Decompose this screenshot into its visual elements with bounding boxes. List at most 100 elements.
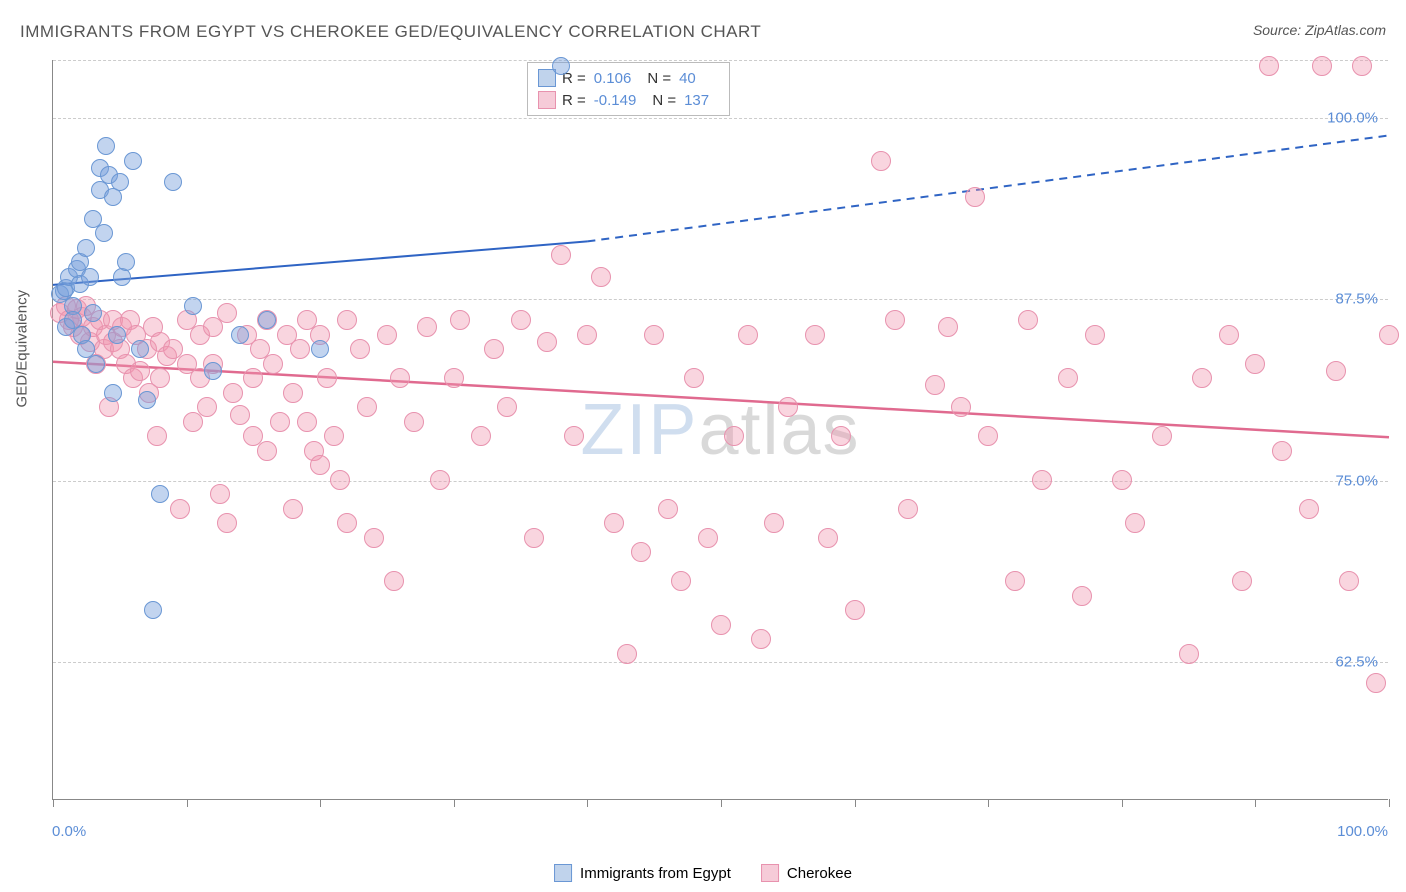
cherokee-point xyxy=(404,412,424,432)
cherokee-point xyxy=(684,368,704,388)
cherokee-point xyxy=(1272,441,1292,461)
cherokee-point xyxy=(337,513,357,533)
source-label: Source: xyxy=(1253,22,1301,38)
cherokee-point xyxy=(551,245,571,265)
cherokee-point xyxy=(1366,673,1386,693)
cherokee-point xyxy=(350,339,370,359)
y-tick-label: 75.0% xyxy=(1335,472,1378,489)
cherokee-point xyxy=(1085,325,1105,345)
y-tick-label: 87.5% xyxy=(1335,291,1378,308)
cherokee-point xyxy=(591,267,611,287)
cherokee-point xyxy=(263,354,283,374)
cherokee-point xyxy=(1259,56,1279,76)
x-tick xyxy=(988,799,989,807)
egypt-point xyxy=(164,173,182,191)
source-value: ZipAtlas.com xyxy=(1305,22,1386,38)
cherokee-point xyxy=(444,368,464,388)
egypt-point xyxy=(151,485,169,503)
egypt-point xyxy=(138,391,156,409)
cherokee-point xyxy=(805,325,825,345)
cherokee-point xyxy=(484,339,504,359)
egypt-point xyxy=(131,340,149,358)
cherokee-point xyxy=(197,397,217,417)
cherokee-point xyxy=(377,325,397,345)
series-legend: Immigrants from EgyptCherokee xyxy=(554,864,852,882)
egypt-point xyxy=(117,253,135,271)
cherokee-point xyxy=(537,332,557,352)
cherokee-point xyxy=(210,484,230,504)
cherokee-point xyxy=(965,187,985,207)
x-tick xyxy=(53,799,54,807)
cherokee-point xyxy=(270,412,290,432)
cherokee-point xyxy=(1326,361,1346,381)
cherokee-point xyxy=(564,426,584,446)
cherokee-point xyxy=(450,310,470,330)
egypt-point xyxy=(108,326,126,344)
gridline xyxy=(53,118,1388,119)
cherokee-point xyxy=(524,528,544,548)
egypt-point xyxy=(258,311,276,329)
x-tick xyxy=(855,799,856,807)
cherokee-point xyxy=(925,375,945,395)
cherokee-point xyxy=(471,426,491,446)
x-axis-max-label: 100.0% xyxy=(1337,823,1388,840)
cherokee-point xyxy=(324,426,344,446)
legend-item-cherokee: Cherokee xyxy=(761,864,852,882)
cherokee-point xyxy=(297,412,317,432)
cherokee-point xyxy=(764,513,784,533)
cherokee-point xyxy=(1352,56,1372,76)
y-axis-label: GED/Equivalency xyxy=(14,290,31,408)
cherokee-point xyxy=(1152,426,1172,446)
egypt-point xyxy=(184,297,202,315)
cherokee-point xyxy=(1299,499,1319,519)
x-tick xyxy=(721,799,722,807)
cherokee-point xyxy=(1219,325,1239,345)
egypt-point xyxy=(124,152,142,170)
cherokee-point xyxy=(130,361,150,381)
cherokee-point xyxy=(751,629,771,649)
cherokee-point xyxy=(738,325,758,345)
cherokee-point xyxy=(831,426,851,446)
egypt-point xyxy=(231,326,249,344)
egypt-point xyxy=(81,268,99,286)
cherokee-point xyxy=(390,368,410,388)
cherokee-point xyxy=(604,513,624,533)
egypt-point xyxy=(97,137,115,155)
x-tick xyxy=(587,799,588,807)
cherokee-point xyxy=(170,499,190,519)
cherokee-point xyxy=(1379,325,1399,345)
cherokee-point xyxy=(724,426,744,446)
egypt-point xyxy=(552,57,570,75)
cherokee-point xyxy=(951,397,971,417)
egypt-swatch xyxy=(554,864,572,882)
cherokee-point xyxy=(1245,354,1265,374)
cherokee-point xyxy=(938,317,958,337)
egypt-point xyxy=(311,340,329,358)
gridline xyxy=(53,60,1388,61)
cherokee-point xyxy=(364,528,384,548)
y-tick-label: 62.5% xyxy=(1335,654,1378,671)
egypt-point xyxy=(111,173,129,191)
cherokee-point xyxy=(577,325,597,345)
cherokee-point xyxy=(871,151,891,171)
cherokee-point xyxy=(778,397,798,417)
cherokee-point xyxy=(1032,470,1052,490)
cherokee-point xyxy=(1018,310,1038,330)
cherokee-point xyxy=(1179,644,1199,664)
cherokee-point xyxy=(384,571,404,591)
cherokee-point xyxy=(1072,586,1092,606)
cherokee-point xyxy=(1058,368,1078,388)
x-tick xyxy=(1255,799,1256,807)
gridline xyxy=(53,481,1388,482)
cherokee-point xyxy=(698,528,718,548)
cherokee-point xyxy=(644,325,664,345)
cherokee-point xyxy=(230,405,250,425)
egypt-point xyxy=(77,239,95,257)
cherokee-point xyxy=(845,600,865,620)
cherokee-point xyxy=(257,441,277,461)
y-tick-label: 100.0% xyxy=(1327,110,1378,127)
trendline xyxy=(587,135,1389,241)
cherokee-point xyxy=(818,528,838,548)
cherokee-point xyxy=(1125,513,1145,533)
cherokee-point xyxy=(497,397,517,417)
